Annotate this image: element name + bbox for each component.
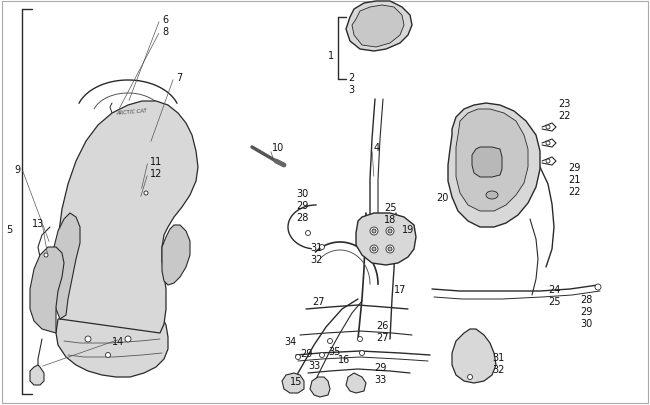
Text: 6: 6: [162, 15, 168, 25]
Text: 31: 31: [310, 243, 322, 252]
Polygon shape: [448, 104, 540, 228]
Circle shape: [85, 336, 91, 342]
Text: 35: 35: [328, 346, 341, 356]
Ellipse shape: [486, 192, 498, 200]
Circle shape: [144, 192, 148, 196]
Text: 11: 11: [150, 157, 162, 166]
Polygon shape: [162, 226, 190, 285]
Circle shape: [546, 126, 550, 130]
Text: 29: 29: [300, 348, 313, 358]
Text: 2: 2: [348, 73, 354, 83]
Text: 31: 31: [492, 352, 504, 362]
Polygon shape: [282, 373, 304, 393]
Polygon shape: [456, 110, 528, 211]
Circle shape: [386, 228, 394, 235]
Polygon shape: [346, 2, 412, 52]
Circle shape: [388, 230, 392, 233]
Polygon shape: [30, 365, 44, 385]
Text: 14: 14: [112, 336, 124, 346]
Circle shape: [388, 247, 392, 252]
Circle shape: [386, 245, 394, 254]
Text: 33: 33: [308, 360, 320, 370]
Text: 29: 29: [580, 306, 592, 316]
Text: 15: 15: [290, 376, 302, 386]
Polygon shape: [346, 373, 366, 393]
Polygon shape: [310, 377, 330, 397]
Text: 3: 3: [348, 85, 354, 95]
Text: 10: 10: [272, 143, 284, 153]
Circle shape: [370, 245, 378, 254]
Text: 13: 13: [32, 218, 44, 228]
Text: 28: 28: [296, 213, 308, 222]
Text: 1: 1: [328, 51, 334, 61]
Circle shape: [320, 245, 324, 250]
Text: 30: 30: [580, 318, 592, 328]
Text: 22: 22: [558, 111, 571, 121]
Text: 21: 21: [568, 175, 580, 185]
Text: 24: 24: [548, 284, 560, 294]
Circle shape: [320, 353, 324, 358]
Text: 9: 9: [14, 164, 20, 175]
Text: 23: 23: [558, 99, 571, 109]
Text: 25: 25: [384, 202, 396, 213]
Text: 33: 33: [374, 374, 386, 384]
Polygon shape: [452, 329, 496, 383]
Polygon shape: [52, 213, 80, 319]
Text: 27: 27: [376, 332, 389, 342]
Text: 34: 34: [284, 336, 296, 346]
Text: 20: 20: [436, 192, 448, 202]
Circle shape: [546, 160, 550, 164]
Text: 28: 28: [580, 294, 592, 304]
Circle shape: [467, 375, 473, 379]
Polygon shape: [56, 102, 198, 333]
Text: 8: 8: [162, 27, 168, 37]
Circle shape: [546, 142, 550, 146]
Text: 29: 29: [568, 162, 580, 173]
Circle shape: [372, 230, 376, 233]
Circle shape: [105, 353, 110, 358]
Text: 7: 7: [176, 73, 182, 83]
Circle shape: [125, 336, 131, 342]
Text: ARCTIC CAT: ARCTIC CAT: [116, 108, 148, 115]
Text: 32: 32: [310, 254, 322, 264]
Circle shape: [306, 231, 311, 236]
Polygon shape: [356, 213, 416, 265]
Polygon shape: [472, 148, 502, 177]
Circle shape: [595, 284, 601, 290]
Text: 30: 30: [296, 189, 308, 198]
Text: 18: 18: [384, 215, 396, 224]
Circle shape: [44, 254, 48, 257]
Polygon shape: [352, 6, 404, 48]
Text: 5: 5: [6, 224, 12, 234]
Circle shape: [328, 339, 333, 344]
Text: 4: 4: [374, 143, 380, 153]
Polygon shape: [30, 247, 64, 333]
Text: 29: 29: [296, 200, 308, 211]
Text: 16: 16: [338, 354, 350, 364]
Text: 32: 32: [492, 364, 504, 374]
Circle shape: [296, 355, 300, 360]
Text: 29: 29: [374, 362, 386, 372]
Text: 12: 12: [150, 168, 162, 179]
Circle shape: [358, 337, 363, 342]
Polygon shape: [56, 311, 168, 377]
Text: 27: 27: [312, 296, 324, 306]
Text: 22: 22: [568, 187, 580, 196]
Circle shape: [359, 351, 365, 356]
Text: 26: 26: [376, 320, 389, 330]
Circle shape: [372, 247, 376, 252]
Text: 17: 17: [394, 284, 406, 294]
Text: 19: 19: [402, 224, 414, 234]
Circle shape: [370, 228, 378, 235]
Text: 25: 25: [548, 296, 560, 306]
